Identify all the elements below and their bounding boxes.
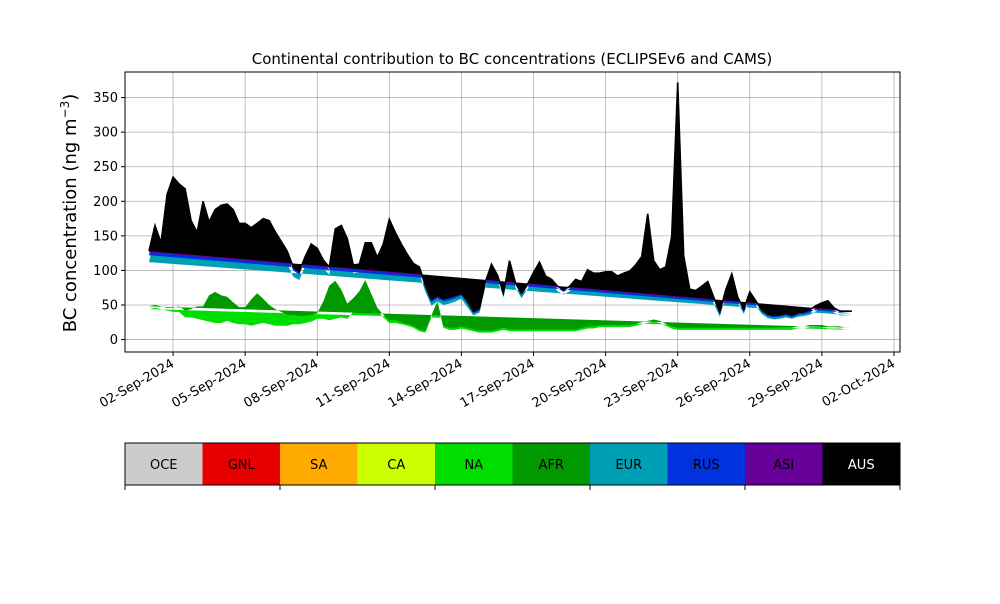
y-axis-label: BC concentration (ng m−3) [58,94,81,333]
y-tick-label: 0 [110,333,118,348]
colorbar-swatch-aus [822,443,900,485]
chart-title: Continental contribution to BC concentra… [252,50,773,68]
colorbar-swatch-asi [745,443,823,485]
plot-frame [124,71,901,353]
colorbar-label-asi: ASI [773,458,794,473]
colorbar-label-rus: RUS [693,458,720,473]
colorbar-label-afr: AFR [539,458,564,473]
colorbar-swatch-eur [590,443,668,485]
colorbar-label-eur: EUR [615,458,642,473]
colorbar-swatch-afr [512,443,590,485]
area-afr [149,280,852,331]
colorbar-label-na: NA [464,458,483,473]
colorbar-swatch-rus [667,443,745,485]
colorbar-label-oce: OCE [150,458,178,473]
colorbar-frame [124,442,901,486]
y-tick-label: 50 [101,298,118,313]
y-tick-label: 100 [93,264,118,279]
y-axis-label-close: ) [60,94,81,101]
colorbar-swatch-ca [357,443,435,485]
colorbar-swatch-na [435,443,513,485]
y-axis-label-text: BC concentration (ng m [60,118,81,332]
y-tick-label: 350 [93,91,118,106]
colorbar-label-gnl: GNL [228,458,256,473]
colorbar-swatch-gnl [202,443,280,485]
colorbar-swatch-sa [280,443,358,485]
colorbar-label-aus: AUS [848,458,875,473]
y-tick-label: 300 [93,126,118,141]
region-colorbar: OCE GNL SA CA NA AFR EUR RUS ASI AUS [124,442,901,490]
colorbar-swatch-oce [125,443,203,485]
y-tick-label: 150 [93,229,118,244]
y-tick-label: 250 [93,160,118,175]
y-tick-label: 200 [93,195,118,210]
colorbar-label-sa: SA [310,458,327,473]
y-axis-label-exponent: −3 [58,101,72,119]
total-line [148,82,852,317]
colorbar-label-ca: CA [387,458,405,473]
